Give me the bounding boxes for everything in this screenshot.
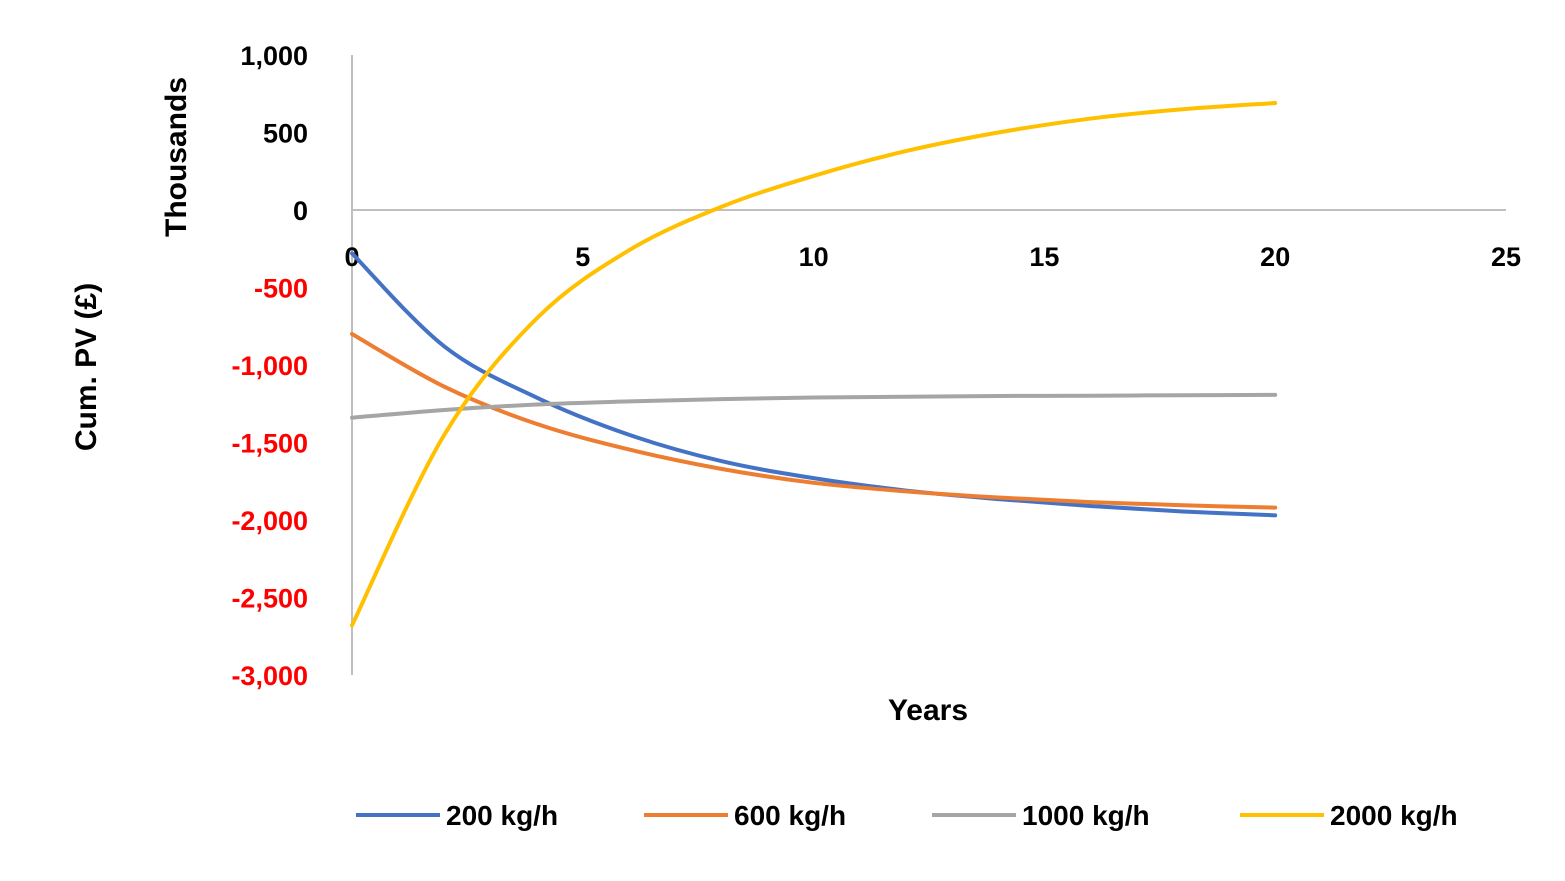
x-tick-label: 15 [1029,242,1059,272]
series-line-0 [350,251,1278,518]
y-tick-label: 1,000 [240,41,308,71]
y-tick-label: -3,000 [231,661,308,691]
x-tick-labels: 0 5 10 15 20 25 [344,242,1521,272]
legend-label: 600 kg/h [734,800,846,831]
series-line-1 [350,332,1278,510]
y-tick-label: -500 [254,274,308,304]
legend-item: 600 kg/h [644,800,846,831]
y-tick-label: 0 [293,196,308,226]
legend-item: 1000 kg/h [932,800,1150,831]
x-tick-label: 5 [575,242,590,272]
legend-item: 200 kg/h [356,800,558,831]
y-tick-label: -1,500 [231,429,308,459]
y-axis-title: Cum. PV (£) [70,283,103,451]
series-lines [350,101,1278,628]
legend-item: 2000 kg/h [1240,800,1458,831]
y-tick-labels: 1,000 500 0 -500 -1,000 -1,500 -2,000 -2,500 -3,… [231,41,308,691]
series-line-2 [350,392,1278,420]
y-unit-label: Thousands [160,77,193,237]
x-tick-label: 10 [799,242,829,272]
y-tick-label: -1,000 [231,351,308,381]
x-axis-title: Years [888,694,968,727]
x-tick-label: 0 [344,242,359,272]
y-tick-label: -2,500 [231,584,308,614]
legend-label: 200 kg/h [446,800,558,831]
x-tick-label: 25 [1491,242,1521,272]
y-tick-label: 500 [263,119,308,149]
series-line-3 [350,101,1278,628]
legend-label: 2000 kg/h [1330,800,1458,831]
y-tick-label: -2,000 [231,506,308,536]
x-tick-label: 20 [1260,242,1290,272]
legend: 200 kg/h 600 kg/h 1000 kg/h 2000 kg/h [356,800,1458,831]
legend-label: 1000 kg/h [1022,800,1150,831]
